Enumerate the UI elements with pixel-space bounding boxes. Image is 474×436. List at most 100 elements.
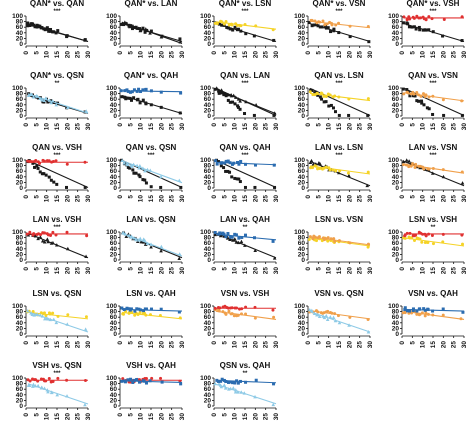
data-point [271,308,275,312]
data-point [421,28,425,32]
data-point [316,167,320,171]
y-tick-label: 40 [16,30,24,37]
y-tick-label: 60 [204,240,212,247]
significance-label: *** [241,81,249,87]
x-tick-label: 15 [336,123,343,131]
x-tick-label: 10 [138,267,145,275]
x-tick-label: 30 [273,123,280,131]
y-tick-label: 20 [298,107,306,114]
data-point [129,98,133,102]
y-tick-label: 20 [110,325,118,332]
significance-label: ** [431,225,436,231]
y-tick-label: 20 [298,35,306,42]
y-tick-label: 80 [392,309,400,316]
y-tick-label: 100 [106,375,117,382]
y-tick-label: 80 [110,163,118,170]
panel-title: VSH vs. QSN [32,361,82,370]
y-tick-label: 80 [204,91,212,98]
x-tick-label: 5 [221,51,228,55]
x-tick-label: 20 [158,51,165,59]
fit-line [122,90,183,93]
fit-line [309,23,371,43]
data-point [132,378,136,382]
y-tick-label: 60 [110,314,118,321]
x-tick-label: 30 [85,341,92,349]
y-tick-label: 80 [16,235,24,242]
data-point [230,175,234,179]
data-point [411,307,415,311]
x-tick-label: 0 [305,341,312,345]
data-point [326,236,330,240]
x-tick-label: 25 [169,123,176,131]
x-tick-label: 10 [44,267,51,275]
panel-title: QAN* vs. QSN [30,71,84,80]
y-tick-label: 0 [301,185,305,192]
y-tick-label: 40 [204,174,212,181]
x-tick-label: 20 [252,267,259,275]
data-point [231,100,235,104]
data-point [423,314,427,318]
y-tick-label: 100 [294,229,305,236]
x-tick-label: 25 [451,195,458,203]
data-point [431,309,435,313]
data-point [224,19,228,23]
data-point [148,31,152,35]
x-tick-label: 10 [326,51,333,59]
y-tick-label: 80 [16,309,24,316]
data-point [236,381,240,385]
data-point [233,102,237,106]
x-tick-label: 20 [346,123,353,131]
data-point [129,377,133,381]
x-tick-label: 25 [263,267,270,275]
significance-label: *** [147,153,155,159]
x-tick-label: 15 [336,195,343,203]
data-point [25,232,29,236]
data-point [234,233,238,237]
y-tick-label: 0 [395,113,399,120]
data-point [141,98,145,102]
y-tick-label: 100 [106,13,117,20]
y-tick-label: 100 [200,157,211,164]
y-tick-label: 40 [110,174,118,181]
data-point [404,158,409,162]
data-point [55,182,59,186]
y-tick-label: 100 [294,13,305,20]
y-tick-label: 40 [110,392,118,399]
x-tick-label: 0 [23,195,30,199]
data-point [401,21,405,25]
y-tick-label: 0 [207,403,211,410]
x-tick-label: 25 [169,51,176,59]
data-point [65,35,69,39]
data-point [54,320,59,325]
x-tick-label: 5 [221,267,228,271]
y-tick-label: 100 [294,303,305,310]
data-point [143,30,147,34]
x-tick-label: 0 [399,51,406,55]
y-tick-label: 60 [110,240,118,247]
y-tick-label: 0 [207,113,211,120]
data-point [143,178,147,182]
data-point [254,378,258,382]
x-tick-label: 30 [179,267,186,275]
data-point [26,21,30,25]
fit-line [215,310,277,320]
y-tick-label: 20 [392,251,400,258]
data-point [36,24,40,28]
x-tick-label: 5 [33,195,40,199]
data-point [134,171,138,175]
x-tick-label: 15 [148,341,155,349]
y-tick-label: 20 [392,179,400,186]
y-tick-label: 60 [16,24,24,31]
data-point [125,88,129,92]
data-point [127,307,131,311]
x-tick-label: 5 [221,413,228,417]
x-tick-label: 15 [148,267,155,275]
data-point [233,381,237,385]
x-tick-label: 30 [179,195,186,203]
